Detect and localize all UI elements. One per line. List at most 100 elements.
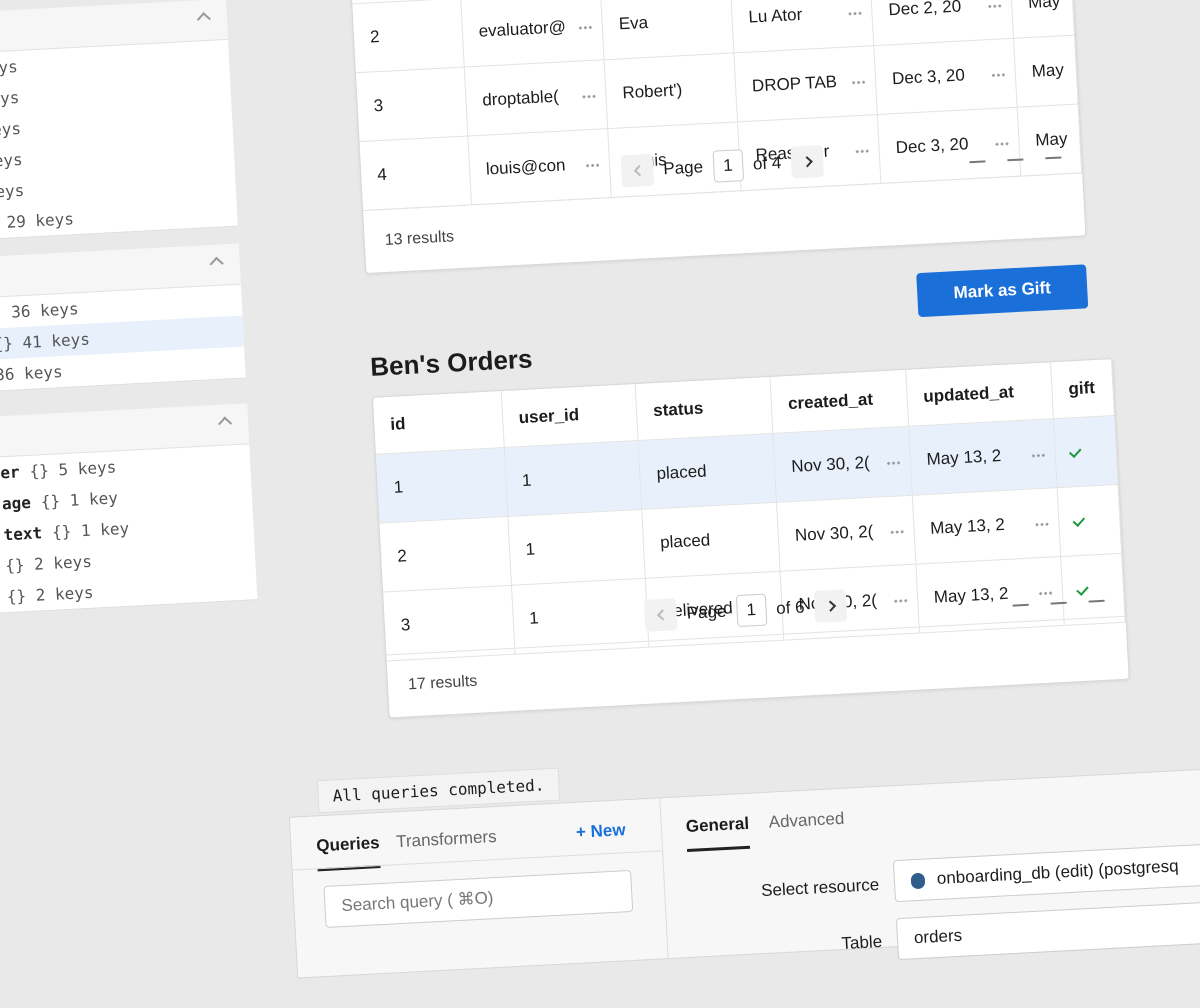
resource-value: onboarding_db (edit) (postgresq xyxy=(936,856,1179,888)
column-header[interactable]: id xyxy=(372,391,504,455)
tab-general[interactable]: General xyxy=(685,813,751,852)
key-info: keys xyxy=(0,180,25,202)
download-icon[interactable] xyxy=(1011,587,1029,607)
key-info: keys xyxy=(0,149,24,171)
table-select[interactable]: orders xyxy=(895,899,1200,961)
overflow-dots xyxy=(581,94,596,99)
sidebar-section: } 36 keys {} 41 keys 36 keys xyxy=(0,243,246,394)
overflow-dots xyxy=(889,530,904,534)
key-name: text xyxy=(3,523,43,545)
key-info: {} 1 key xyxy=(51,518,130,542)
key-info: {} 1 key xyxy=(40,488,119,512)
arrow xyxy=(824,600,837,612)
refresh-icon[interactable] xyxy=(1087,583,1105,603)
page-input[interactable]: 1 xyxy=(712,149,744,183)
key-name: er xyxy=(0,462,21,483)
arrow xyxy=(657,609,669,621)
table-cell: louis@con xyxy=(467,128,612,205)
overflow-dots xyxy=(585,163,600,168)
prev-page[interactable] xyxy=(643,598,678,632)
mark-as-gift-button[interactable]: Mark as Gift xyxy=(916,264,1089,318)
table-cell: May xyxy=(1009,0,1075,39)
overflow-dots xyxy=(854,149,869,154)
key-name: age xyxy=(1,492,32,514)
table-cell: May 13, 2 xyxy=(911,487,1061,565)
key-info: keys xyxy=(0,87,20,109)
key-info: 36 keys xyxy=(0,362,64,385)
overflow-dots xyxy=(851,80,866,85)
table-cell: Robert') xyxy=(604,52,738,129)
table-cell: Nov 30, 2( xyxy=(773,426,912,503)
table-cell: placed xyxy=(641,502,781,579)
table-cell: 1 xyxy=(507,509,646,586)
next-page[interactable] xyxy=(813,589,848,623)
sidebar-section: keys keys keys keys keys} 29 keys xyxy=(0,0,238,242)
key-info: } 36 keys xyxy=(0,299,80,323)
overflow-dots xyxy=(1034,522,1049,527)
key-info: {} 5 keys xyxy=(29,457,117,481)
column-header[interactable]: status xyxy=(635,376,774,441)
table-cell: 1 xyxy=(375,447,508,524)
overflow-dots xyxy=(1030,453,1045,458)
refresh-icon[interactable] xyxy=(1044,140,1062,160)
page-of: of 4 xyxy=(752,153,782,174)
key-info: {} 41 keys xyxy=(0,329,91,354)
overflow-dots xyxy=(847,11,862,16)
search-query[interactable]: Search query ( ⌘O) xyxy=(323,869,634,929)
orders-table-card: id user_id status created_at updated_at gift 1… xyxy=(371,358,1130,719)
overflow-dots xyxy=(987,4,1002,9)
table-label: Table xyxy=(841,931,883,954)
column-header[interactable]: user_id xyxy=(500,384,639,448)
table-cell: Nov 30, 2( xyxy=(776,495,916,572)
filter-icon[interactable] xyxy=(1049,585,1067,605)
overflow-dots xyxy=(885,461,900,466)
resource-label: Select resource xyxy=(760,875,880,901)
collapse-icon xyxy=(218,416,233,431)
collapse-icon xyxy=(196,12,211,27)
column-header[interactable]: updated_at xyxy=(905,362,1054,427)
table-cell: 2 xyxy=(352,0,465,73)
key-info: {} 2 keys xyxy=(6,582,94,607)
column-header[interactable]: created_at xyxy=(770,369,909,434)
gift-cell xyxy=(1053,415,1119,488)
check-icon xyxy=(1072,514,1086,527)
result-count: 17 results xyxy=(407,672,478,694)
table-cell: DROP TAB xyxy=(733,45,878,122)
table-cell: 1 xyxy=(503,440,642,517)
overflow-dots xyxy=(577,25,593,30)
new-query[interactable]: + New xyxy=(575,820,627,842)
table-cell: Dec 3, 20 xyxy=(873,38,1018,115)
page: keys keys keys keys keys} 29 keys} 36 keys {}… xyxy=(0,0,1200,979)
overflow-dots xyxy=(892,599,908,603)
table-cell: Eva xyxy=(600,0,734,60)
overflow-dots xyxy=(990,73,1005,78)
page-input[interactable]: 1 xyxy=(735,593,768,628)
collapse-icon xyxy=(209,256,224,271)
orders-title: Ben's Orders xyxy=(369,343,534,382)
arrow xyxy=(633,164,646,177)
tab-transformers[interactable]: Transformers xyxy=(395,826,498,852)
table-cell: May 13, 2 xyxy=(908,418,1058,496)
sidebar-section: er {} 5 keys age {} 1 key text {} 1 key {} 2 k… xyxy=(0,403,258,616)
postgres-icon xyxy=(910,872,926,889)
page-label: Page xyxy=(662,157,704,179)
table-cell: evaluator@ xyxy=(460,0,605,68)
page-of: of 6 xyxy=(775,597,806,618)
tab-advanced[interactable]: Advanced xyxy=(768,808,845,832)
divider xyxy=(659,798,669,959)
filter-icon[interactable] xyxy=(1006,142,1024,162)
arrow xyxy=(801,156,813,168)
resource-select[interactable]: onboarding_db (edit) (postgresq xyxy=(892,841,1200,903)
table-cell: placed xyxy=(638,433,777,510)
table-cell: droptable( xyxy=(464,59,608,136)
key-info: keys xyxy=(0,118,22,140)
page-label: Page xyxy=(686,601,727,623)
check-icon xyxy=(1068,445,1082,459)
result-count: 13 results xyxy=(384,228,455,249)
prev-page[interactable] xyxy=(620,153,655,188)
table-cell: 2 xyxy=(379,516,511,593)
column-header[interactable]: gift xyxy=(1050,359,1115,419)
next-page[interactable] xyxy=(790,144,825,179)
table-cell: 3 xyxy=(355,67,468,142)
download-icon[interactable] xyxy=(968,144,986,164)
